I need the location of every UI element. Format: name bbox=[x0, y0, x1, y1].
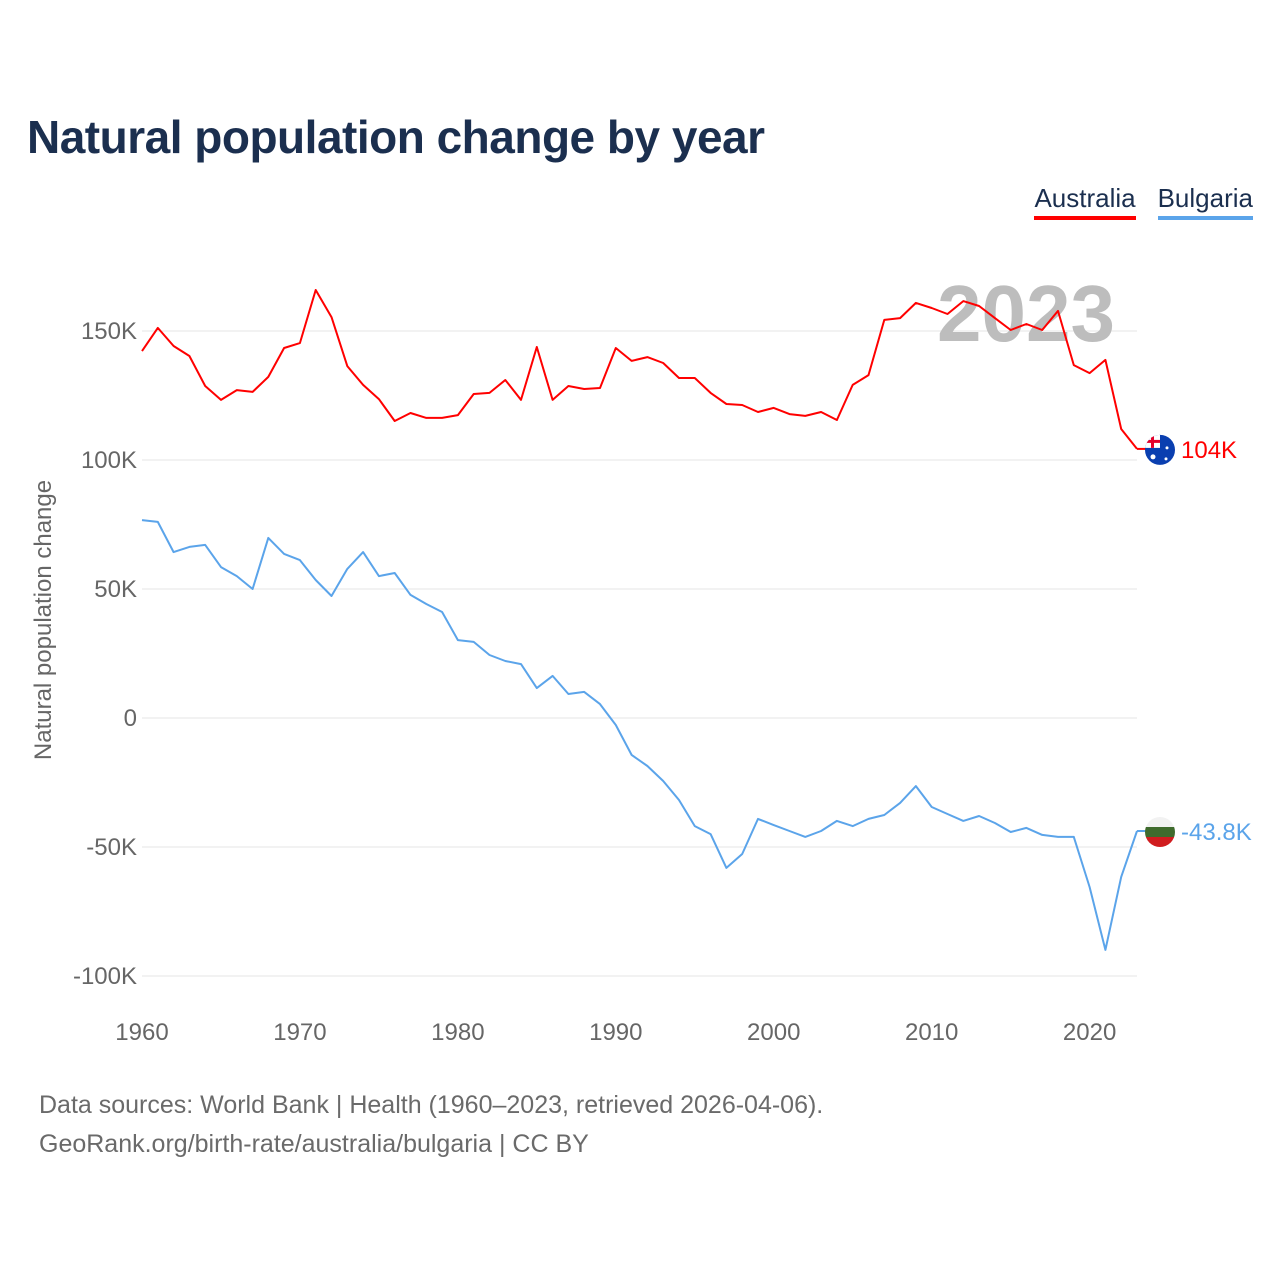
x-tick-label: 1990 bbox=[589, 1019, 642, 1046]
legend-item-bulgaria[interactable]: Bulgaria bbox=[1157, 183, 1253, 220]
series-line-australia bbox=[141, 289, 1138, 450]
flag-green bbox=[1145, 827, 1175, 838]
data-source-text: Data sources: World Bank | Health (1960–… bbox=[39, 1091, 824, 1119]
series-line-bulgaria bbox=[141, 519, 1138, 951]
x-tick-label: 2000 bbox=[747, 1019, 800, 1046]
australia-flag-icon bbox=[1145, 434, 1175, 465]
series-end-label: 104K bbox=[1181, 437, 1237, 464]
year-watermark: 2023 bbox=[937, 269, 1115, 358]
attribution-text: GeoRank.org/birth-rate/australia/bulgari… bbox=[39, 1130, 589, 1158]
x-tick-label: 2010 bbox=[905, 1019, 958, 1046]
y-tick-label: 150K bbox=[81, 318, 137, 345]
bulgaria-flag-icon bbox=[1145, 817, 1175, 848]
x-tick-label: 2020 bbox=[1063, 1019, 1116, 1046]
x-tick-label: 1980 bbox=[431, 1019, 484, 1046]
flag-star bbox=[1164, 457, 1168, 461]
y-tick-label: -50K bbox=[86, 834, 137, 861]
x-tick-label: 1960 bbox=[115, 1019, 168, 1046]
flag-star bbox=[1150, 454, 1156, 460]
legend: Australia Bulgaria bbox=[1034, 183, 1253, 220]
flag-star bbox=[1165, 446, 1169, 450]
flag-red bbox=[1145, 837, 1175, 848]
chart-title: Natural population change by year bbox=[27, 111, 765, 163]
flag-white bbox=[1145, 817, 1175, 828]
y-tick-label: 50K bbox=[94, 576, 137, 603]
footer: Data sources: World Bank | Health (1960–… bbox=[39, 1086, 823, 1164]
y-tick-label: 100K bbox=[81, 447, 137, 474]
y-tick-label: -100K bbox=[73, 963, 137, 990]
series-end-label: -43.8K bbox=[1181, 819, 1252, 846]
y-axis-label: Natural population change bbox=[30, 480, 57, 760]
legend-item-australia[interactable]: Australia bbox=[1034, 183, 1136, 220]
x-tick-label: 1970 bbox=[273, 1019, 326, 1046]
flag-cross-v bbox=[1151, 434, 1154, 448]
y-tick-label: 0 bbox=[124, 705, 137, 732]
